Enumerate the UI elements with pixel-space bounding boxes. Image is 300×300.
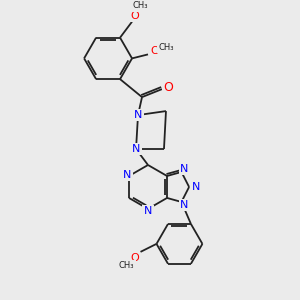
Text: N: N — [144, 206, 152, 216]
Text: O: O — [151, 46, 159, 56]
Text: CH₃: CH₃ — [119, 261, 134, 270]
Text: N: N — [192, 182, 200, 192]
Text: CH₃: CH₃ — [132, 1, 148, 10]
Text: N: N — [180, 200, 189, 210]
Text: N: N — [132, 144, 140, 154]
Text: CH₃: CH₃ — [158, 43, 174, 52]
Text: N: N — [180, 164, 189, 174]
Text: N: N — [134, 110, 142, 120]
Text: O: O — [163, 81, 173, 94]
Text: O: O — [130, 253, 139, 263]
Text: O: O — [130, 11, 140, 21]
Text: N: N — [123, 170, 131, 180]
